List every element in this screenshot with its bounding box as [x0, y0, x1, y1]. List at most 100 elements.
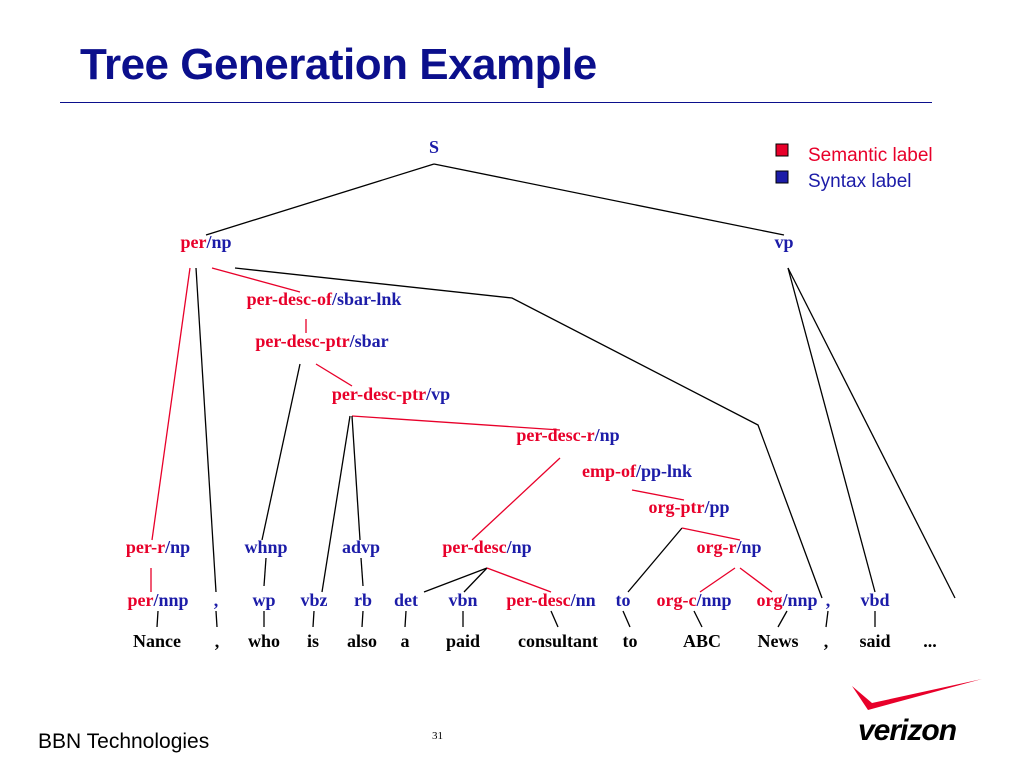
tree-edge-per-nnp-to-w-nance — [156, 610, 159, 628]
word-said: said — [859, 631, 890, 651]
tree-edge-per-desc-ptr-sbar-to-per-desc-ptr-vp — [315, 363, 353, 387]
node-org-ptr-pp-part-0: org-ptr — [648, 497, 704, 517]
verizon-logo: verizon — [850, 676, 985, 756]
node-pos-comma-1-part-0: , — [214, 590, 219, 610]
tree-edge-per-desc-r-np-to-per-desc-np — [471, 457, 561, 541]
node-org-nnp-part-0: org — [756, 590, 782, 610]
node-per-r-np-part-2: np — [170, 537, 190, 557]
node-per-desc-ptr-vp: per-desc-ptr/vp — [332, 384, 450, 404]
node-vp: vp — [774, 232, 793, 252]
tree-edge-per-desc-np-to-per-desc-nn — [486, 567, 552, 593]
node-org-c-nnp-part-2: nnp — [701, 590, 731, 610]
node-per-r-np: per-r/np — [126, 537, 190, 557]
tree-edge-whnp-to-wp — [263, 557, 267, 587]
tree-edge-vp-to-vbd — [787, 267, 876, 593]
node-org-nnp-part-1: / — [781, 590, 788, 610]
node-per-desc-of-sbar-lnk-part-1: / — [331, 289, 338, 309]
node-s: S — [429, 137, 439, 157]
footer-company: BBN Technologies — [38, 730, 210, 753]
node-det: det — [394, 590, 418, 610]
word-consultant: consultant — [518, 631, 598, 651]
node-to-tag-part-0: to — [616, 590, 631, 610]
node-det-part-0: det — [394, 590, 418, 610]
node-emp-of-pp-lnk-part-2: pp-lnk — [641, 461, 692, 481]
tree-edge-per-desc-ptr-vp-to-per-desc-r-np — [351, 415, 561, 431]
node-vbz: vbz — [301, 590, 328, 610]
node-per-np-part-2: np — [211, 232, 231, 252]
node-emp-of-pp-lnk: emp-of/pp-lnk — [582, 461, 692, 481]
node-per-desc-ptr-sbar-part-2: sbar — [355, 331, 389, 351]
tree-edge-advp-to-rb — [360, 557, 364, 587]
word-paid: paid — [446, 631, 480, 651]
node-per-desc-np-part-2: np — [512, 537, 532, 557]
node-advp: advp — [342, 537, 380, 557]
node-pos-comma-2-part-0: , — [826, 590, 831, 610]
tree-edge-pos-comma-1-to-w-comma-1 — [215, 610, 218, 628]
node-per-desc-of-sbar-lnk-part-2: sbar-lnk — [337, 289, 401, 309]
node-per-desc-ptr-sbar-part-1: / — [349, 331, 356, 351]
tree-edge-per-np-to-pos-comma-2 — [234, 267, 823, 599]
tree-edge-vbz-to-w-is — [312, 610, 315, 628]
tree-edge-s-to-vp — [433, 163, 785, 236]
node-to-tag: to — [616, 590, 631, 610]
node-per-np: per/np — [180, 232, 231, 252]
tree-edge-per-np-to-per-desc-of-sbar-lnk — [211, 267, 301, 293]
node-per-nnp-part-2: nnp — [158, 590, 188, 610]
node-vbn: vbn — [448, 590, 477, 610]
tree-edge-s-to-per-np — [205, 163, 435, 236]
tree-edge-per-desc-ptr-sbar-to-whnp — [261, 363, 301, 541]
node-per-desc-ptr-sbar-part-0: per-desc-ptr — [255, 331, 349, 351]
tree-edge-rb-to-w-also — [361, 610, 364, 628]
node-vbn-part-0: vbn — [448, 590, 477, 610]
word-nance: Nance — [133, 631, 181, 651]
tree-edge-vp-to-w-ellipsis — [787, 267, 956, 599]
node-per-r-np-part-0: per-r — [126, 537, 165, 557]
tree-edge-to-tag-to-w-to — [622, 610, 631, 628]
node-org-r-np-part-0: org-r — [696, 537, 736, 557]
node-vp-part-0: vp — [774, 232, 793, 252]
node-per-nnp-part-1: / — [152, 590, 159, 610]
node-per-r-np-part-1: / — [164, 537, 171, 557]
node-org-ptr-pp: org-ptr/pp — [648, 497, 729, 517]
tree-edge-org-ptr-pp-to-org-r-np — [681, 527, 741, 541]
node-org-ptr-pp-part-1: / — [703, 497, 710, 517]
node-per-desc-of-sbar-lnk: per-desc-of/sbar-lnk — [247, 289, 402, 309]
legend-semantic-swatch — [775, 143, 789, 157]
legend-syntax-label: Syntax label — [808, 171, 912, 192]
tree-edge-org-r-np-to-org-c-nnp — [699, 567, 736, 593]
node-rb: rb — [354, 590, 372, 610]
page-number: 31 — [432, 730, 443, 742]
node-per-desc-nn-part-2: nn — [576, 590, 596, 610]
node-wp: wp — [252, 590, 275, 610]
node-org-r-np-part-1: / — [735, 537, 742, 557]
tree-edge-per-np-to-pos-comma-1 — [195, 267, 217, 593]
node-pos-comma-1: , — [214, 590, 219, 610]
node-per-desc-r-np-part-2: np — [600, 425, 620, 445]
node-per-np-part-0: per — [180, 232, 206, 252]
node-org-c-nnp-part-0: org-c — [656, 590, 696, 610]
tree-edge-org-c-nnp-to-w-abc — [693, 610, 703, 628]
title-underline — [60, 102, 932, 103]
node-emp-of-pp-lnk-part-1: / — [635, 461, 642, 481]
node-org-r-np-part-2: np — [741, 537, 761, 557]
tree-edge-per-desc-ptr-vp-to-advp — [351, 415, 361, 541]
tree-edge-det-to-w-a — [404, 610, 407, 628]
node-per-desc-ptr-sbar: per-desc-ptr/sbar — [255, 331, 388, 351]
node-per-desc-r-np-part-0: per-desc-r — [516, 425, 594, 445]
logo-check-mark — [852, 679, 982, 710]
node-vbd: vbd — [860, 590, 889, 610]
word-comma-1: , — [215, 631, 220, 651]
node-per-nnp: per/nnp — [127, 590, 188, 610]
node-per-np-part-1: / — [205, 232, 212, 252]
node-per-desc-ptr-vp-part-0: per-desc-ptr — [332, 384, 426, 404]
word-is: is — [307, 631, 319, 651]
tree-edge-emp-of-pp-lnk-to-org-ptr-pp — [631, 489, 685, 501]
node-per-desc-nn: per-desc/nn — [506, 590, 595, 610]
word-abc: ABC — [683, 631, 721, 651]
word-to: to — [623, 631, 638, 651]
legend: Semantic label Syntax label — [775, 143, 933, 192]
node-org-c-nnp-part-1: / — [695, 590, 702, 610]
node-per-desc-nn-part-1: / — [570, 590, 577, 610]
